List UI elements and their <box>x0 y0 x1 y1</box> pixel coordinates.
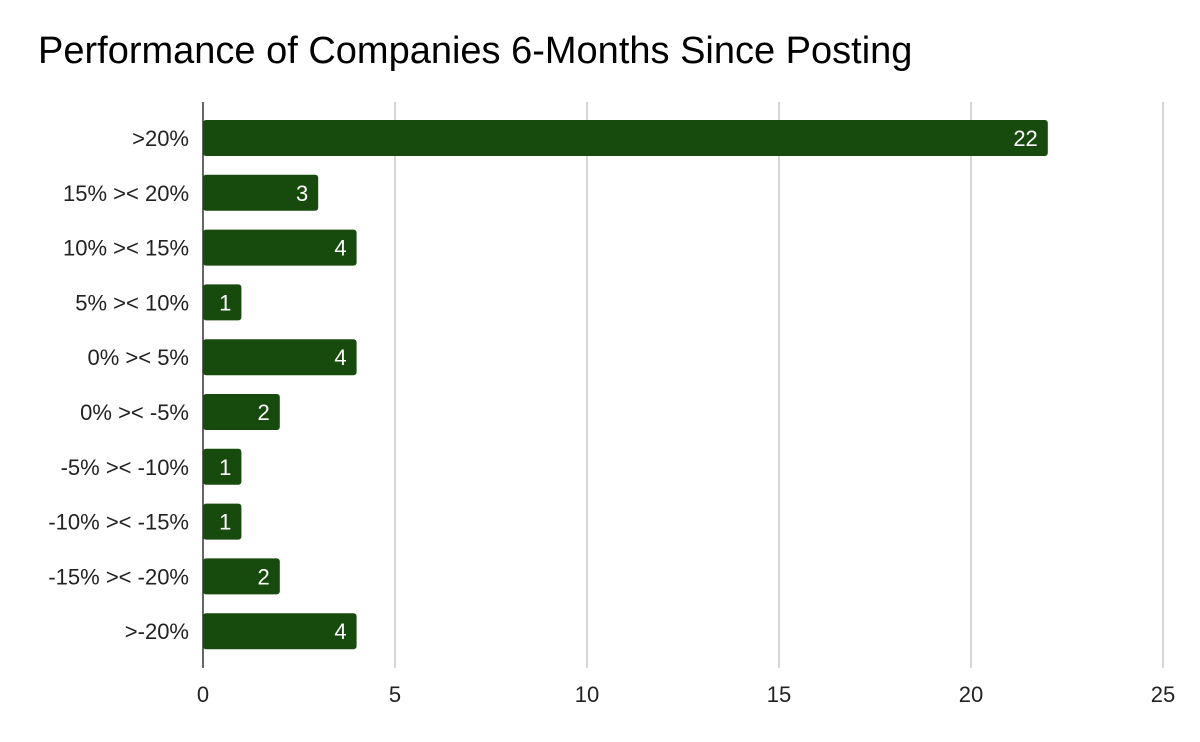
bar-8 <box>203 558 280 595</box>
bar-4 <box>203 339 357 376</box>
chart-title: Performance of Companies 6-Months Since … <box>38 30 913 72</box>
data-label: 3 <box>296 181 308 206</box>
bar-7 <box>203 503 242 540</box>
bar-0 <box>203 120 1048 156</box>
bar-9 <box>203 613 357 650</box>
category-label: 0% >< -5% <box>80 400 189 425</box>
data-label: 1 <box>219 510 231 535</box>
category-label: 10% >< 15% <box>63 236 189 261</box>
category-label: -15% >< -20% <box>48 564 189 589</box>
data-label: 1 <box>219 455 231 480</box>
x-tick-label: 10 <box>575 682 599 707</box>
category-label: 5% >< 10% <box>75 290 189 315</box>
bar-1 <box>203 174 319 211</box>
category-label: >-20% <box>125 619 189 644</box>
data-label: 4 <box>334 619 346 644</box>
x-tick-label: 20 <box>959 682 983 707</box>
category-label: >20% <box>132 126 189 151</box>
data-label: 1 <box>219 290 231 315</box>
category-label: -10% >< -15% <box>48 510 189 535</box>
x-tick-label: 25 <box>1151 682 1175 707</box>
x-tick-label: 5 <box>389 682 401 707</box>
bar-3 <box>203 284 242 321</box>
data-label: 22 <box>1013 126 1037 151</box>
bar-6 <box>203 448 242 485</box>
x-tick-label: 15 <box>767 682 791 707</box>
data-label: 4 <box>334 345 346 370</box>
data-label: 4 <box>334 236 346 261</box>
bar-5 <box>203 394 280 430</box>
bar-2 <box>203 229 357 266</box>
x-tick-label: 0 <box>197 682 209 707</box>
category-label: 0% >< 5% <box>87 345 189 370</box>
category-label: 15% >< 20% <box>63 181 189 206</box>
data-label: 2 <box>258 400 270 425</box>
data-label: 2 <box>258 564 270 589</box>
category-label: -5% >< -10% <box>61 455 189 480</box>
